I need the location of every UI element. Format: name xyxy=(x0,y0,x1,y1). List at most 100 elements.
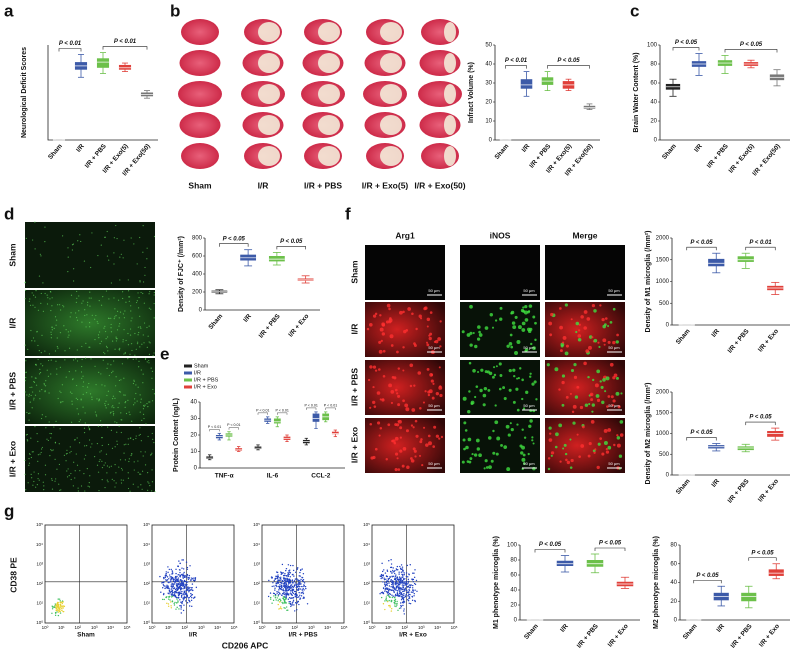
flow-event xyxy=(184,600,187,602)
fluorescence-dot xyxy=(120,253,122,255)
fluorescence-dot xyxy=(88,426,90,428)
fluorescence-dot xyxy=(47,439,49,442)
fluorescence-dot xyxy=(63,325,65,327)
flow-event xyxy=(291,591,294,594)
fluorescence-dot xyxy=(70,450,72,453)
flow-event xyxy=(284,607,286,609)
cell-dot xyxy=(409,363,414,368)
infarct-area xyxy=(318,115,340,135)
flow-event xyxy=(395,589,397,591)
flow-event xyxy=(401,588,403,590)
fluorescence-dot xyxy=(110,364,112,366)
cell-dot xyxy=(420,317,423,320)
flow-tick: 10⁴ xyxy=(253,542,260,547)
flow-event xyxy=(289,592,292,594)
fluorescence-dot xyxy=(100,373,102,375)
fluorescence-dot xyxy=(35,363,37,365)
infarct-area xyxy=(380,22,402,42)
fluorescence-dot xyxy=(72,485,74,487)
infarct-area xyxy=(380,84,402,104)
flow-event xyxy=(296,586,299,588)
cell-dot xyxy=(588,441,592,446)
cell-dot xyxy=(531,439,534,442)
fluorescence-dot xyxy=(151,452,153,454)
flow-event xyxy=(286,577,288,580)
flow-event xyxy=(287,583,290,585)
fluorescence-dot xyxy=(101,425,103,427)
cell-dot xyxy=(521,328,526,332)
microscopy-image xyxy=(365,302,445,357)
fluorescence-dot xyxy=(39,398,41,400)
fluorescence-dot xyxy=(56,368,58,370)
fluorescence-dot xyxy=(69,452,71,454)
fluorescence-dot xyxy=(39,390,41,392)
y-tick-label: 0 xyxy=(194,466,198,472)
fluorescence-dot xyxy=(28,412,30,415)
fluorescence-dot xyxy=(73,461,75,463)
flow-event xyxy=(279,579,281,582)
flow-event xyxy=(168,568,171,571)
fluorescence-dot xyxy=(123,377,125,379)
y-tick-label: 0 xyxy=(199,308,203,314)
flow-event xyxy=(182,599,185,601)
fluorescence-dot xyxy=(124,394,126,396)
fluorescence-dot xyxy=(70,294,73,296)
x-axis-label: CD206 APC xyxy=(222,640,268,650)
fluorescence-dot xyxy=(62,304,64,307)
x-tick-label: IL-6 xyxy=(267,473,279,480)
cell-dot xyxy=(590,398,594,402)
bracket xyxy=(724,49,778,53)
flow-event xyxy=(274,593,277,596)
cell-dot xyxy=(523,310,528,315)
cell-dot xyxy=(499,374,503,377)
fluorescence-dot xyxy=(104,486,106,489)
fluorescence-dot xyxy=(71,400,73,402)
flow-event xyxy=(395,580,398,582)
flow-event xyxy=(385,587,388,589)
flow-event xyxy=(305,587,307,590)
fluorescence-dot xyxy=(85,392,88,394)
flow-event xyxy=(188,574,191,577)
flow-event xyxy=(399,565,401,568)
flow-event xyxy=(416,590,418,593)
flow-event xyxy=(401,581,404,584)
flow-event xyxy=(295,602,298,605)
cell-dot xyxy=(593,451,596,454)
fluorescence-dot xyxy=(124,406,126,408)
flow-event xyxy=(170,593,172,595)
flow-event xyxy=(166,586,168,588)
fluorescence-dot xyxy=(153,294,155,296)
flow-event xyxy=(381,562,383,565)
fluorescence-dot xyxy=(106,255,109,257)
cell-dot xyxy=(399,449,403,453)
flow-event xyxy=(189,565,191,567)
fluorescence-dot xyxy=(83,458,85,460)
fluorescence-dot xyxy=(122,291,124,293)
flow-event xyxy=(403,572,405,574)
flow-event xyxy=(396,576,399,578)
flow-event xyxy=(284,584,286,586)
cell-dot xyxy=(419,406,422,410)
flow-event xyxy=(303,582,306,584)
fluorescence-dot xyxy=(136,263,138,265)
fluorescence-dot xyxy=(74,477,76,479)
fluorescence-dot xyxy=(59,366,61,368)
flow-event xyxy=(386,569,388,571)
fluorescence-dot xyxy=(113,360,115,362)
flow-event xyxy=(395,587,398,589)
flow-event xyxy=(393,591,395,594)
fluorescence-dot xyxy=(36,433,38,435)
flow-event xyxy=(298,581,300,584)
flow-event xyxy=(400,593,402,595)
fluorescence-dot xyxy=(131,317,133,319)
cell-dot xyxy=(535,398,538,401)
fluorescence-dot xyxy=(56,468,58,470)
flow-event xyxy=(183,571,185,574)
fluorescence-dot xyxy=(49,432,51,435)
cell-dot xyxy=(534,338,537,342)
cell-dot xyxy=(410,459,415,463)
fluorescence-dot xyxy=(136,400,138,402)
fluorescence-dot xyxy=(137,292,139,294)
flow-event xyxy=(177,600,179,602)
flow-event xyxy=(177,591,179,594)
